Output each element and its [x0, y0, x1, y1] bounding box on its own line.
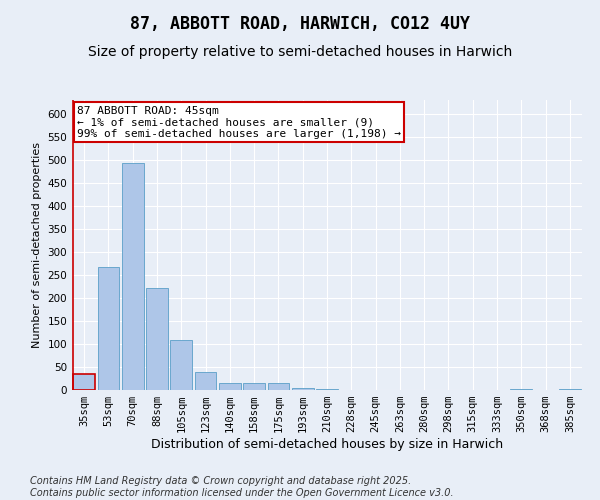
Bar: [73, 374, 95, 390]
Text: 87, ABBOTT ROAD, HARWICH, CO12 4UY: 87, ABBOTT ROAD, HARWICH, CO12 4UY: [130, 15, 470, 33]
Bar: [170, 340, 192, 390]
Bar: [292, 388, 314, 390]
X-axis label: Distribution of semi-detached houses by size in Harwich: Distribution of semi-detached houses by …: [151, 438, 503, 451]
Bar: [511, 389, 532, 390]
Bar: [268, 382, 289, 390]
Bar: [219, 382, 241, 390]
Bar: [559, 389, 581, 390]
Text: 87 ABBOTT ROAD: 45sqm
← 1% of semi-detached houses are smaller (9)
99% of semi-d: 87 ABBOTT ROAD: 45sqm ← 1% of semi-detac…: [77, 106, 401, 139]
Bar: [243, 383, 265, 390]
Bar: [122, 163, 143, 390]
Text: Size of property relative to semi-detached houses in Harwich: Size of property relative to semi-detach…: [88, 45, 512, 59]
Bar: [316, 389, 338, 390]
Bar: [97, 266, 119, 390]
Bar: [146, 288, 168, 390]
Bar: [194, 372, 217, 390]
Y-axis label: Number of semi-detached properties: Number of semi-detached properties: [32, 142, 42, 348]
Text: Contains HM Land Registry data © Crown copyright and database right 2025.
Contai: Contains HM Land Registry data © Crown c…: [30, 476, 454, 498]
